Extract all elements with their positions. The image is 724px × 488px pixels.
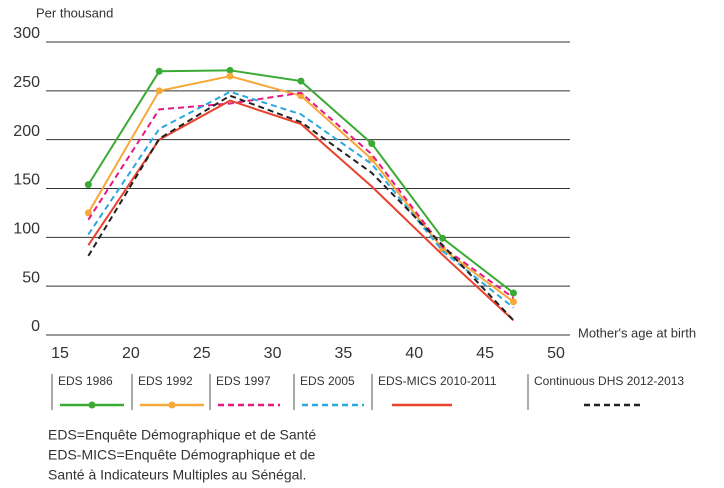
point [155, 87, 163, 95]
x-tick-label: 30 [264, 345, 282, 362]
point [439, 234, 447, 242]
legend-label: EDS 1986 [58, 374, 113, 388]
x-tick-label: 15 [51, 345, 69, 362]
point [368, 140, 376, 148]
series-line [87, 94, 515, 322]
x-tick-label: 45 [476, 345, 494, 362]
y-axis-label: Per thousand [36, 5, 113, 20]
legend-marker [88, 401, 96, 409]
point [226, 66, 234, 74]
point [509, 289, 517, 297]
point [509, 298, 517, 306]
x-tick-label: 50 [547, 345, 565, 362]
point [84, 209, 92, 217]
x-tick-label: 20 [122, 345, 140, 362]
y-tick-label: 250 [13, 74, 40, 91]
legend-marker [168, 401, 176, 409]
y-tick-label: 100 [13, 221, 40, 238]
y-tick-label: 150 [13, 172, 40, 189]
point [297, 77, 305, 85]
series-line [87, 91, 515, 299]
y-tick-label: 200 [13, 123, 40, 140]
x-axis-label: Mother's age at birth [578, 325, 696, 340]
legend-label: EDS 1997 [216, 374, 271, 388]
point [84, 181, 92, 189]
point [226, 72, 234, 80]
legend-label: EDS-MICS 2010-2011 [378, 374, 497, 388]
note: EDS=Enquête Démographique et de Santé [48, 427, 316, 443]
point [155, 67, 163, 75]
series-line [87, 99, 515, 322]
x-tick-label: 25 [193, 345, 211, 362]
y-tick-label: 50 [22, 269, 40, 286]
legend-label: EDS 1992 [138, 374, 193, 388]
legend-label: EDS 2005 [300, 374, 355, 388]
series-line [87, 90, 515, 309]
x-tick-label: 40 [405, 345, 423, 362]
y-tick-label: 0 [31, 318, 40, 335]
x-tick-label: 35 [335, 345, 353, 362]
y-tick-label: 300 [13, 25, 40, 42]
note: Santé à Indicateurs Multiples au Sénégal… [48, 467, 306, 483]
legend-label: Continuous DHS 2012-2013 [534, 374, 684, 388]
point [439, 245, 447, 253]
note: EDS-MICS=Enquête Démographique et de [48, 447, 316, 463]
